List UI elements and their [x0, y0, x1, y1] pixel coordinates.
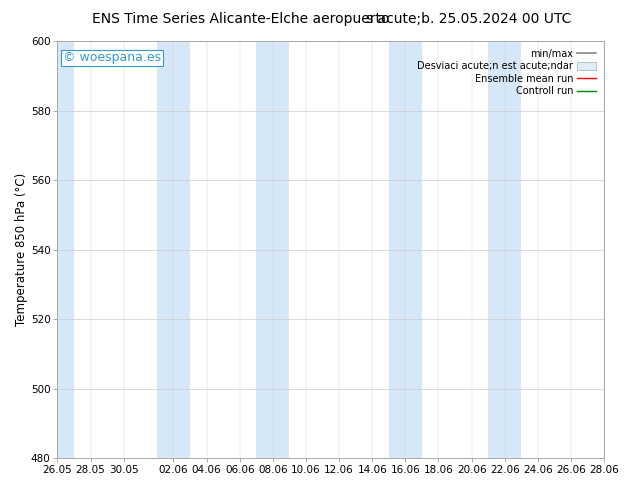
Text: s acute;b. 25.05.2024 00 UTC: s acute;b. 25.05.2024 00 UTC [366, 12, 572, 26]
Text: © woespana.es: © woespana.es [63, 51, 161, 65]
Bar [256, 41, 289, 458]
Legend: min/max, Desviaci acute;n est acute;ndar, Ensemble mean run, Controll run: min/max, Desviaci acute;n est acute;ndar… [414, 46, 599, 99]
Bar [488, 41, 521, 458]
Bar [58, 41, 74, 458]
Bar [157, 41, 190, 458]
Bar [389, 41, 422, 458]
Text: ENS Time Series Alicante-Elche aeropuerto: ENS Time Series Alicante-Elche aeropuert… [92, 12, 390, 26]
Y-axis label: Temperature 850 hPa (°C): Temperature 850 hPa (°C) [15, 173, 28, 326]
